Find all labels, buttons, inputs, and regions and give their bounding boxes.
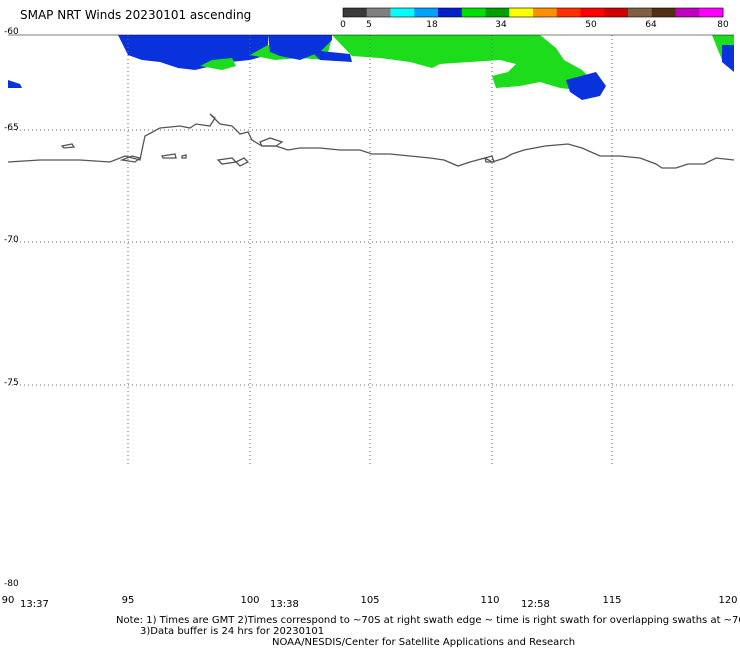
colorbar-segment (604, 8, 629, 17)
coastline-inlet-4 (234, 157, 250, 167)
swath-time-2: 13:38 (270, 599, 299, 610)
wind-swath-green-east (332, 35, 596, 90)
lon-label-100: 100 (240, 595, 260, 606)
note-credit: NOAA/NESDIS/Center for Satellite Applica… (272, 637, 576, 648)
colorbar-segment (461, 8, 486, 17)
wind-swath-green-small (200, 58, 236, 70)
colorbar-label-64: 64 (645, 20, 657, 30)
lon-label-110: 110 (480, 595, 500, 606)
lat-label-70: -70 (4, 235, 19, 245)
lat-label-65: -65 (4, 123, 19, 133)
colorbar-segment (366, 8, 391, 17)
coastline-island-2 (181, 154, 187, 159)
note-line-1: Note: 1) Times are GMT 2)Times correspon… (116, 615, 740, 626)
lon-label-120: 120 (718, 595, 738, 606)
lat-label-80: -80 (4, 579, 19, 589)
note-line-2: 3)Data buffer is 24 hrs for 20230101 (140, 626, 325, 637)
lon-label-105: 105 (360, 595, 380, 606)
wind-swath-blue-west (118, 35, 268, 70)
map-title: SMAP NRT Winds 20230101 ascending (20, 8, 252, 22)
colorbar-segment (509, 8, 534, 17)
colorbar-segment (438, 8, 463, 17)
coastline-island-3 (259, 137, 284, 147)
colorbar-label-5: 5 (366, 20, 372, 30)
coastline (7, 113, 735, 169)
swath-time-3: 12:58 (521, 599, 550, 610)
graticule (8, 35, 734, 465)
colorbar-segment (675, 8, 700, 17)
wind-swath-blue-strip (310, 50, 352, 62)
colorbar-label-50: 50 (585, 20, 597, 30)
lon-label-90: 90 (1, 595, 15, 606)
coastline-island-4 (484, 155, 495, 163)
colorbar-segment (628, 8, 653, 17)
colorbar-segment (699, 8, 724, 17)
colorbar-label-0: 0 (340, 20, 346, 30)
lon-label-95: 95 (121, 595, 135, 606)
coastline-main (7, 113, 735, 169)
coastline-island-1 (60, 143, 76, 149)
coastline-inlet-3 (216, 157, 238, 165)
colorbar-label-34: 34 (495, 20, 507, 30)
lat-label-75: -75 (4, 378, 19, 388)
colorbar-segment (556, 8, 581, 17)
wind-speed-colorbar (342, 7, 724, 18)
colorbar-segment (343, 8, 368, 17)
colorbar-segment (390, 8, 415, 17)
wind-swath-blue-mid (268, 35, 332, 60)
wind-swath-blue-edge (722, 45, 734, 72)
colorbar-segment (533, 8, 558, 17)
colorbar-label-80: 80 (717, 20, 729, 30)
lat-label-60: -60 (4, 27, 19, 37)
wind-swaths (8, 35, 734, 100)
colorbar-segment (414, 8, 439, 17)
colorbar-label-18: 18 (426, 20, 438, 30)
colorbar-segment (580, 8, 605, 17)
colorbar-segment (485, 8, 510, 17)
colorbar-frame (342, 7, 724, 18)
wind-swath-blue-left (8, 80, 22, 88)
swath-time-1: 13:37 (20, 599, 49, 610)
colorbar-segment (651, 8, 676, 17)
lon-label-115: 115 (602, 595, 622, 606)
wind-swath-blue-east (566, 72, 606, 100)
coastline-inlet-1 (119, 155, 142, 163)
coastline-inlet-2 (161, 153, 177, 159)
